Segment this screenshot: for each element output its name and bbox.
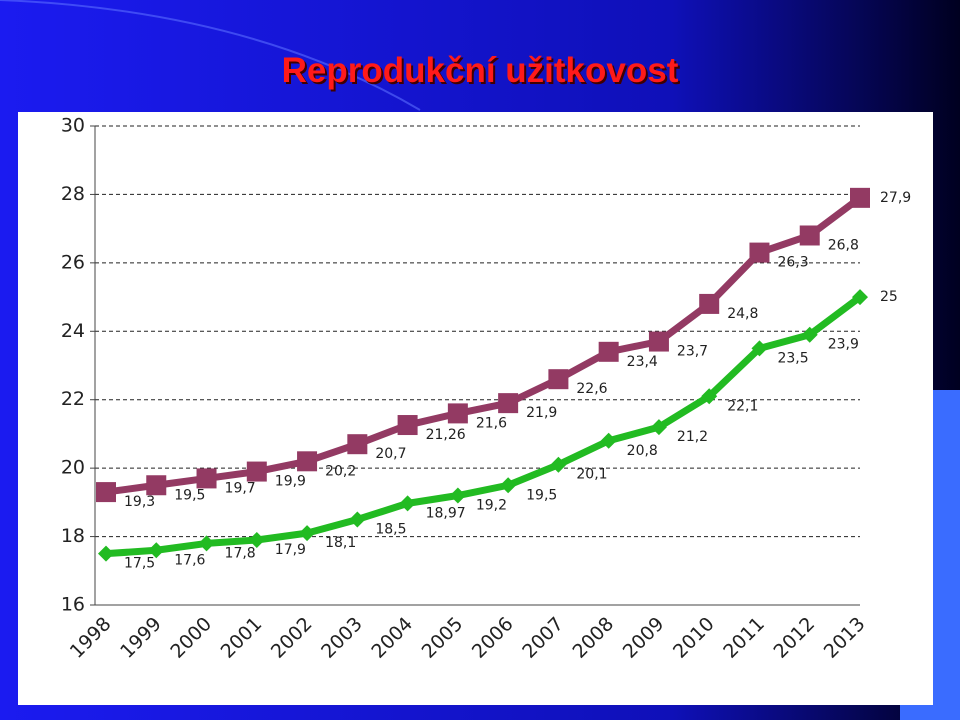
chart-title: Reprodukční užitkovost bbox=[282, 51, 679, 90]
marker bbox=[598, 341, 619, 362]
value-label: 21,2 bbox=[677, 429, 708, 445]
value-label: 19,5 bbox=[526, 487, 557, 503]
value-label: 18,1 bbox=[325, 535, 356, 551]
marker bbox=[148, 542, 165, 559]
value-label: 20,8 bbox=[627, 443, 658, 459]
value-label: 17,9 bbox=[275, 542, 306, 558]
value-label: 24,8 bbox=[727, 306, 758, 322]
value-label: 21,26 bbox=[426, 427, 466, 443]
marker bbox=[198, 535, 215, 552]
value-label: 25 bbox=[880, 289, 898, 305]
marker bbox=[98, 545, 114, 562]
marker bbox=[749, 242, 770, 263]
marker bbox=[600, 432, 617, 449]
value-label: 23,9 bbox=[828, 337, 859, 353]
decor-arc bbox=[0, 0, 421, 111]
marker bbox=[801, 326, 818, 343]
value-label: 17,6 bbox=[174, 552, 205, 568]
marker bbox=[699, 293, 720, 314]
value-label: 19,5 bbox=[174, 487, 205, 503]
value-label: 20,7 bbox=[375, 446, 406, 462]
y-tick-label: 16 bbox=[61, 594, 85, 616]
value-label: 23,4 bbox=[627, 354, 658, 370]
marker bbox=[500, 477, 517, 494]
y-tick-label: 22 bbox=[61, 388, 85, 410]
marker bbox=[799, 225, 820, 246]
y-tick-label: 18 bbox=[61, 525, 85, 547]
value-label: 19,9 bbox=[275, 474, 306, 490]
marker bbox=[196, 468, 217, 489]
marker bbox=[297, 451, 318, 472]
value-label: 26,3 bbox=[777, 255, 808, 271]
value-label: 23,7 bbox=[677, 344, 708, 360]
title-shadow: Reprodukční užitkovost bbox=[284, 53, 681, 92]
marker bbox=[650, 419, 667, 436]
marker bbox=[648, 331, 669, 352]
value-label: 19,7 bbox=[225, 480, 256, 496]
marker bbox=[246, 461, 267, 482]
marker bbox=[96, 482, 116, 503]
value-label: 20,2 bbox=[325, 463, 356, 479]
y-tick-label: 28 bbox=[61, 183, 85, 205]
series-line bbox=[105, 294, 863, 558]
marker bbox=[850, 187, 870, 208]
value-label: 22,1 bbox=[727, 398, 758, 414]
marker bbox=[498, 393, 519, 414]
marker bbox=[146, 475, 167, 496]
marker bbox=[347, 434, 368, 455]
marker bbox=[299, 525, 316, 542]
marker bbox=[701, 388, 718, 405]
y-tick-label: 24 bbox=[61, 320, 85, 342]
value-label: 19,3 bbox=[124, 494, 155, 510]
value-label: 17,5 bbox=[124, 556, 155, 572]
value-label: 18,5 bbox=[375, 521, 406, 537]
value-label: 17,8 bbox=[225, 545, 256, 561]
y-tick-label: 26 bbox=[61, 251, 85, 273]
value-label: 27,9 bbox=[880, 190, 911, 206]
value-label: 18,97 bbox=[426, 505, 466, 521]
value-label: 22,6 bbox=[576, 381, 607, 397]
value-label: 21,6 bbox=[476, 415, 507, 431]
value-label: 26,8 bbox=[828, 237, 859, 253]
marker bbox=[349, 511, 366, 528]
marker bbox=[550, 456, 567, 473]
marker bbox=[399, 495, 416, 512]
marker bbox=[852, 289, 868, 306]
marker bbox=[248, 531, 265, 548]
y-tick-label: 20 bbox=[61, 457, 85, 479]
marker bbox=[447, 403, 468, 424]
y-tick-label: 30 bbox=[61, 115, 85, 137]
value-label: 19,2 bbox=[476, 498, 507, 514]
marker bbox=[449, 487, 466, 504]
marker bbox=[548, 369, 569, 390]
series-line bbox=[105, 195, 863, 496]
value-label: 20,1 bbox=[576, 467, 607, 483]
value-label: 21,9 bbox=[526, 405, 557, 421]
marker bbox=[397, 415, 418, 436]
marker bbox=[751, 340, 768, 357]
value-label: 23,5 bbox=[777, 350, 808, 366]
